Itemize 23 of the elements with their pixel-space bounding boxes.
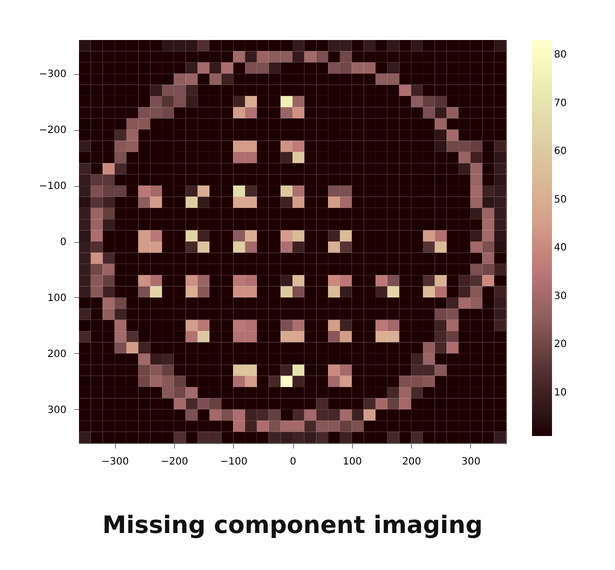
y-tick-label: −200 (39, 125, 66, 136)
y-tick-label: 300 (47, 404, 66, 416)
y-tick-label: −300 (39, 69, 66, 80)
y-tick-label: −100 (39, 181, 66, 192)
x-tick-label: 200 (402, 456, 422, 468)
x-tick-label: −300 (101, 456, 129, 468)
y-tick-label: 0 (60, 237, 66, 248)
color-bar-label: 10 (554, 388, 567, 399)
color-bar-label: 60 (554, 146, 567, 158)
y-tick-label: 200 (47, 348, 66, 360)
x-tick-label: −100 (220, 456, 248, 468)
x-tick-label: 300 (461, 456, 480, 468)
x-tick-label: 0 (290, 456, 296, 468)
color-bar-label: 80 (554, 49, 567, 60)
color-bar-label: 30 (554, 290, 567, 302)
color-bar-label: 70 (554, 98, 567, 109)
color-bar-label: 20 (554, 339, 567, 350)
color-bar-label: 40 (554, 242, 567, 254)
text: Missing component imaging (102, 511, 483, 539)
y-tick-label: 100 (47, 292, 66, 304)
x-tick-label: 100 (342, 456, 362, 468)
x-tick-label: −200 (160, 456, 188, 468)
color-bar-label: 50 (554, 194, 567, 206)
